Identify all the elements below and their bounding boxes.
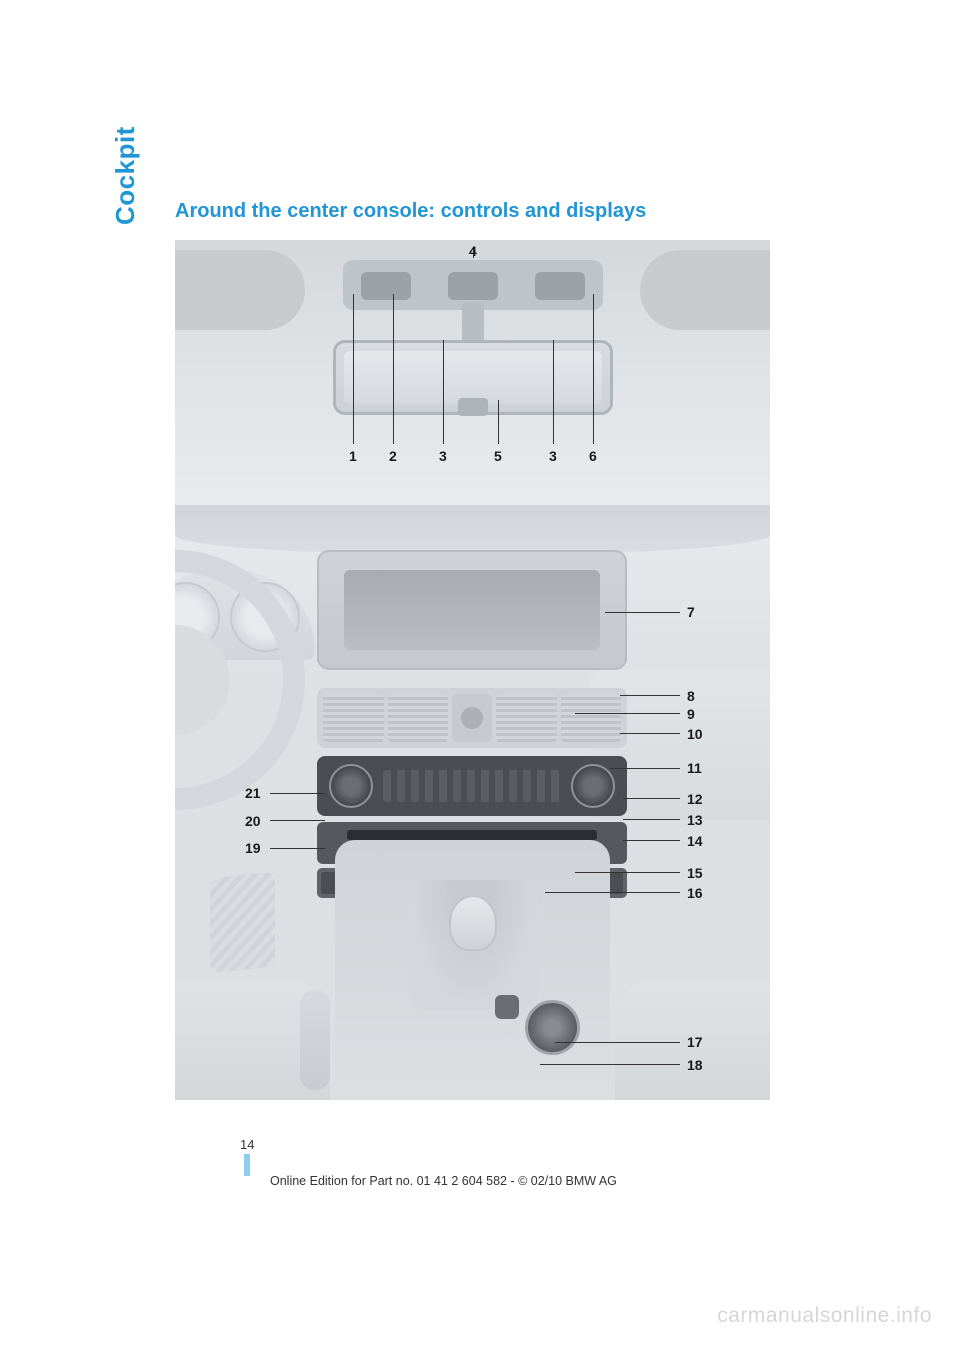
- mirror-glass: [344, 351, 602, 404]
- callout-number: 15: [687, 865, 703, 881]
- callout-number: 21: [245, 785, 261, 801]
- parking-brake-lever: [300, 990, 330, 1090]
- leader-line: [575, 872, 680, 873]
- climate-controls: [317, 756, 627, 816]
- cockpit-diagram: 1 2 3 4 5 3 6: [175, 240, 770, 1100]
- headliner-left: [175, 250, 305, 330]
- leader-line: [270, 820, 325, 821]
- callout-number: 3: [439, 448, 447, 464]
- leader-line: [620, 695, 680, 696]
- leader-line: [623, 819, 680, 820]
- watermark: carmanualsonline.info: [717, 1304, 932, 1328]
- headliner-right: [640, 250, 770, 330]
- overhead-button: [535, 272, 585, 300]
- nav-screen-glass: [344, 570, 600, 650]
- center-tunnel: [335, 840, 610, 1100]
- cd-slot: [347, 830, 597, 840]
- page-number: 14: [240, 1137, 254, 1152]
- leader-line: [443, 340, 444, 444]
- callout-number: 5: [494, 448, 502, 464]
- overhead-button: [448, 272, 498, 300]
- footrest: [210, 872, 275, 974]
- leader-line: [545, 892, 680, 893]
- callout-number: 2: [389, 448, 397, 464]
- callout-number: 13: [687, 812, 703, 828]
- air-vents: [317, 688, 627, 748]
- dashboard-region: 7 8 9 10 11 12 13 14 15 16 17 18: [175, 500, 770, 1100]
- leader-line: [540, 1064, 680, 1065]
- callout-number: 9: [687, 706, 695, 722]
- gear-shifter: [449, 895, 497, 951]
- leader-line: [553, 340, 554, 444]
- leader-line: [498, 400, 499, 444]
- callout-number: 10: [687, 726, 703, 742]
- leader-line: [623, 840, 680, 841]
- callout-number: 20: [245, 813, 261, 829]
- overhead-mirror-region: 1 2 3 4 5 3 6: [175, 240, 770, 500]
- callout-number: 18: [687, 1057, 703, 1073]
- steering-wheel-hub: [175, 625, 230, 735]
- page-heading: Around the center console: controls and …: [175, 200, 646, 223]
- vent: [323, 694, 384, 742]
- vent-adjuster: [452, 694, 492, 742]
- shifter-boot: [408, 880, 538, 1010]
- callout-number: 7: [687, 604, 695, 620]
- callout-number: 1: [349, 448, 357, 464]
- leader-line: [605, 612, 680, 613]
- idrive-controller: [525, 1000, 580, 1055]
- callout-number: 6: [589, 448, 597, 464]
- leader-line: [270, 793, 325, 794]
- section-tab-label: Cockpit: [110, 126, 141, 225]
- vent: [496, 694, 557, 742]
- leader-line: [270, 848, 325, 849]
- footer-edition-text: Online Edition for Part no. 01 41 2 604 …: [270, 1174, 617, 1188]
- leader-line: [620, 733, 680, 734]
- temperature-knob: [329, 764, 373, 808]
- climate-buttons: [383, 770, 561, 802]
- callout-number: 11: [687, 760, 702, 776]
- callout-number: 19: [245, 840, 261, 856]
- vent: [561, 694, 622, 742]
- leader-line: [593, 294, 594, 444]
- dashboard-top: [175, 505, 770, 555]
- overhead-button: [361, 272, 411, 300]
- page-number-bar: [244, 1154, 250, 1176]
- idrive-menu-button: [495, 995, 519, 1019]
- temperature-knob: [571, 764, 615, 808]
- callout-number: 17: [687, 1034, 703, 1050]
- leader-line: [353, 294, 354, 444]
- leader-line: [610, 768, 680, 769]
- leader-line: [623, 798, 680, 799]
- callout-number: 16: [687, 885, 703, 901]
- mirror-sensor: [458, 398, 488, 416]
- callout-number: 12: [687, 791, 703, 807]
- leader-line: [555, 1042, 680, 1043]
- nav-display: [317, 550, 627, 670]
- callout-number: 4: [469, 243, 477, 259]
- leader-line: [575, 713, 680, 714]
- callout-number: 14: [687, 833, 703, 849]
- idrive-controller-area: [495, 995, 585, 1075]
- vent: [388, 694, 449, 742]
- page-number-block: 14: [240, 1137, 254, 1176]
- callout-number: 3: [549, 448, 557, 464]
- rearview-mirror: [333, 340, 613, 415]
- manual-page: Cockpit Around the center console: contr…: [0, 0, 960, 1358]
- leader-line: [393, 294, 394, 444]
- callout-number: 8: [687, 688, 695, 704]
